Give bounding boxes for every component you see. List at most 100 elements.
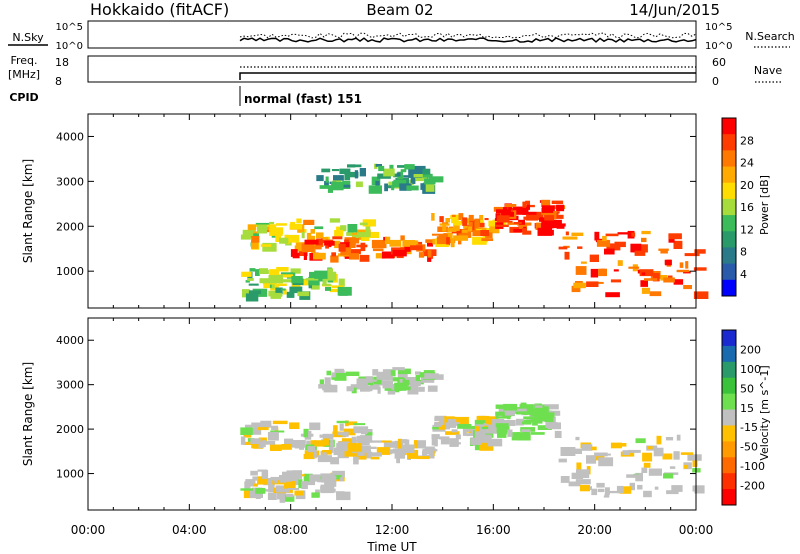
echo-cell: [504, 204, 517, 208]
echo-cell: [384, 185, 395, 189]
echo-cell: [347, 224, 358, 233]
echo-cell: [521, 429, 531, 433]
echo-cell: [298, 250, 308, 256]
echo-cell: [314, 226, 324, 230]
echo-cell: [434, 439, 438, 447]
colorbar-swatch: [722, 279, 736, 297]
echo-cell: [565, 231, 569, 236]
echo-cell: [263, 478, 275, 486]
echo-cell: [306, 440, 311, 448]
cpid-label: CPID: [9, 91, 38, 104]
echo-cell: [545, 422, 558, 428]
echo-cell: [446, 232, 453, 241]
echo-cell: [425, 373, 439, 379]
echo-cell: [370, 456, 380, 460]
echo-cell: [654, 486, 659, 490]
echo-cell: [537, 413, 551, 421]
echo-cell: [455, 434, 461, 440]
echo-cell: [451, 229, 462, 234]
echo-cell: [304, 436, 312, 440]
echo-cell: [257, 427, 269, 431]
colorbar-swatch: [722, 345, 736, 363]
echo-cell: [350, 384, 361, 388]
echo-cell: [306, 232, 312, 242]
echo-cell: [358, 445, 371, 453]
x-tick-label: 08:00: [273, 523, 308, 537]
echo-cell: [325, 176, 329, 183]
echo-cell: [308, 285, 312, 289]
echo-cell: [467, 226, 473, 232]
echo-cell: [397, 441, 402, 450]
echo-cell: [643, 490, 652, 498]
nave-label: Nave: [754, 64, 782, 77]
echo-cell: [269, 269, 280, 276]
echo-cell: [507, 429, 513, 437]
echo-cell: [357, 232, 371, 238]
power-colorbar-label: Power [dB]: [758, 175, 771, 235]
echo-cell: [248, 290, 262, 295]
echo-cell: [253, 233, 259, 238]
echo-cell: [316, 238, 323, 246]
echo-cell: [495, 224, 509, 227]
echo-cell: [288, 488, 300, 490]
colorbar-swatch: [722, 441, 736, 458]
echo-cell: [258, 478, 262, 483]
echo-cell: [462, 217, 468, 226]
colorbar-tick-label: -50: [740, 441, 758, 454]
echo-cell: [643, 462, 651, 468]
echo-cell: [508, 220, 513, 224]
echo-cell: [353, 423, 366, 426]
echo-cell: [465, 433, 477, 437]
colorbar-swatch: [722, 377, 736, 395]
echo-cell: [334, 240, 341, 249]
echo-cell: [481, 426, 492, 430]
colorbar-tick-label: 15: [740, 402, 754, 415]
echo-cell: [337, 286, 352, 296]
echo-cell: [344, 171, 351, 181]
echo-cell: [279, 237, 289, 244]
echo-cell: [269, 221, 275, 225]
echo-cell: [345, 421, 358, 426]
colorbar-swatch: [722, 247, 736, 265]
echo-cell: [392, 448, 405, 451]
echo-cell: [281, 444, 292, 450]
echo-cell: [404, 244, 411, 252]
echo-cell: [474, 218, 480, 228]
echo-cell: [324, 481, 337, 487]
colorbar-swatch: [722, 425, 736, 442]
echo-cell: [458, 239, 462, 245]
echo-cell: [544, 404, 559, 410]
echo-cell: [325, 286, 332, 291]
echo-cell: [553, 211, 557, 213]
echo-cell: [453, 422, 460, 426]
echo-cell: [516, 411, 529, 415]
echo-cell: [324, 180, 329, 187]
echo-cell: [484, 228, 493, 231]
echo-cell: [474, 441, 480, 451]
echo-cell: [284, 495, 295, 502]
echo-cell: [519, 404, 535, 413]
echo-cell: [272, 478, 278, 482]
echo-cell: [245, 293, 259, 302]
echo-cell: [329, 289, 344, 293]
velocity-axes: 4000 3000 2000 1000: [56, 318, 697, 510]
echo-cell: [311, 492, 320, 498]
echo-cell: [426, 454, 435, 459]
echo-cell: [338, 278, 345, 287]
echo-cell: [369, 384, 380, 390]
echo-cell: [451, 214, 459, 224]
freq-trace: [239, 72, 696, 80]
echo-cell: [545, 412, 555, 418]
echo-cell: [363, 450, 371, 457]
echo-cell: [321, 283, 331, 286]
echo-cell: [301, 279, 314, 286]
echo-cell: [505, 408, 515, 416]
echo-cell: [444, 239, 456, 244]
echo-cell: [439, 416, 445, 426]
echo-cell: [314, 440, 326, 447]
echo-cell: [660, 250, 668, 254]
colorbar-swatch: [722, 134, 736, 151]
echo-cell: [496, 425, 501, 433]
echo-cell: [326, 370, 331, 376]
